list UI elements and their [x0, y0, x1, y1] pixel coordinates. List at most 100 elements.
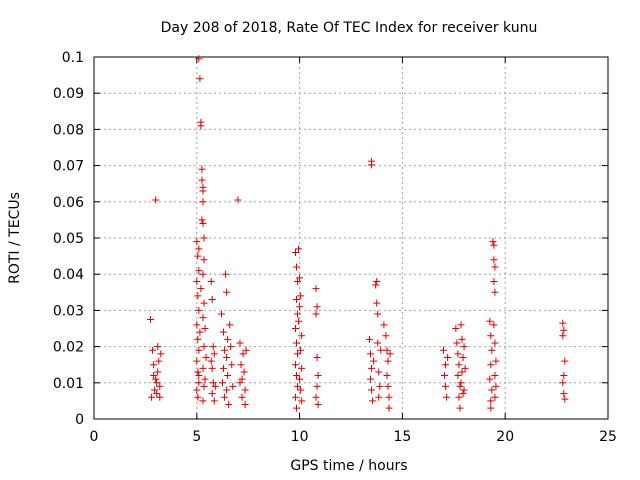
- data-point: [442, 382, 450, 390]
- data-point: [487, 361, 495, 369]
- data-point: [291, 393, 299, 401]
- y-tick-label: 0.07: [53, 159, 84, 175]
- data-point: [456, 404, 464, 412]
- data-point: [198, 216, 206, 224]
- data-point: [298, 364, 306, 372]
- data-point: [199, 198, 207, 206]
- data-point: [312, 310, 320, 318]
- data-point: [295, 317, 303, 325]
- data-point: [195, 306, 203, 314]
- data-point: [366, 335, 374, 343]
- data-point: [488, 346, 496, 354]
- y-tick-label: 0.02: [53, 340, 84, 356]
- x-tick-label: 20: [496, 429, 514, 445]
- data-point: [208, 364, 216, 372]
- data-point: [489, 238, 497, 246]
- data-point: [291, 248, 299, 256]
- data-point: [312, 393, 320, 401]
- data-point: [199, 270, 207, 278]
- axis-ticks: [93, 56, 609, 420]
- data-point: [457, 379, 465, 387]
- data-point: [453, 339, 461, 347]
- data-point: [491, 339, 499, 347]
- data-point: [490, 277, 498, 285]
- data-point: [238, 375, 246, 383]
- data-point: [240, 368, 248, 376]
- y-tick-labels: 0 0.01 0.02 0.03 0.04 0.05 0.06 0.07 0.08 0.09 0.1: [53, 50, 84, 428]
- data-point: [226, 321, 234, 329]
- data-point: [210, 397, 218, 405]
- data-point: [486, 375, 494, 383]
- data-point: [492, 357, 500, 365]
- data-point: [210, 350, 218, 358]
- data-point: [197, 122, 205, 130]
- x-tick-label: 0: [90, 429, 99, 445]
- data-point: [297, 386, 305, 394]
- data-point: [487, 397, 495, 405]
- data-point: [314, 401, 322, 409]
- data-point: [293, 404, 301, 412]
- data-point: [238, 393, 246, 401]
- data-point: [560, 390, 568, 398]
- data-point: [370, 357, 378, 365]
- data-point: [194, 292, 202, 300]
- data-point: [242, 346, 250, 354]
- data-point: [150, 361, 158, 369]
- data-point: [198, 165, 206, 173]
- data-point: [443, 393, 451, 401]
- data-point: [223, 353, 231, 361]
- data-point: [368, 386, 376, 394]
- data-point: [200, 382, 208, 390]
- data-point: [452, 325, 460, 332]
- data-point: [195, 55, 203, 63]
- data-point: [384, 382, 392, 390]
- data-point: [294, 277, 302, 285]
- data-point: [223, 288, 231, 296]
- y-tick-label: 0.04: [53, 267, 84, 283]
- data-point: [490, 321, 498, 329]
- data-point: [441, 372, 449, 380]
- data-point: [454, 372, 462, 380]
- data-point: [148, 393, 156, 401]
- data-point: [376, 382, 384, 390]
- data-point: [193, 357, 201, 365]
- data-point: [200, 343, 208, 351]
- y-tick-label: 0.05: [53, 231, 84, 247]
- data-point: [194, 368, 202, 376]
- data-point: [491, 393, 499, 401]
- data-point: [313, 353, 321, 361]
- data-point: [296, 375, 304, 383]
- data-point: [487, 332, 495, 340]
- data-point: [200, 256, 208, 264]
- data-point: [211, 382, 219, 390]
- data-point: [456, 382, 464, 390]
- data-point: [293, 296, 301, 304]
- data-point: [198, 176, 206, 184]
- data-point: [222, 270, 230, 278]
- data-point: [202, 353, 210, 361]
- data-point: [193, 386, 201, 394]
- data-point: [291, 361, 299, 369]
- data-point: [224, 372, 232, 380]
- data-point: [234, 196, 242, 204]
- data-point: [291, 325, 299, 332]
- data-point: [195, 372, 203, 380]
- data-point: [375, 393, 383, 401]
- data-point: [461, 364, 469, 372]
- data-point: [241, 386, 249, 394]
- x-tick-label: 15: [393, 429, 411, 445]
- data-point: [297, 292, 305, 300]
- data-point: [153, 390, 161, 398]
- data-point: [199, 397, 207, 405]
- data-point: [236, 379, 244, 387]
- data-point: [293, 263, 301, 271]
- data-point: [152, 375, 160, 383]
- chart-title: Day 208 of 2018, Rate Of TEC Index for r…: [161, 20, 538, 36]
- y-tick-label: 0.08: [53, 122, 84, 138]
- data-point: [294, 382, 302, 390]
- data-point: [298, 332, 306, 340]
- data-point: [382, 332, 390, 340]
- data-point: [221, 346, 229, 354]
- data-point: [367, 375, 375, 383]
